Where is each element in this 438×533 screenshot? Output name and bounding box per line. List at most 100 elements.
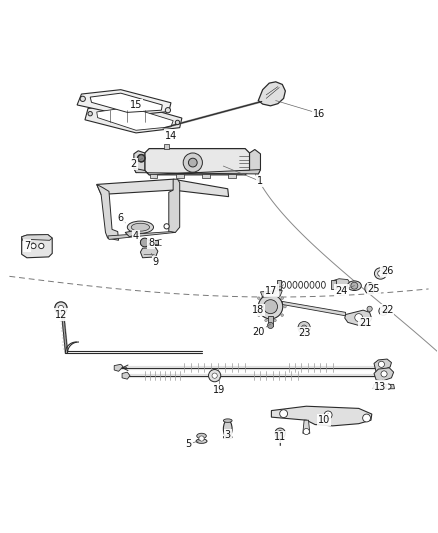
Polygon shape (97, 107, 173, 130)
Ellipse shape (141, 239, 149, 246)
Circle shape (265, 319, 267, 322)
Circle shape (164, 224, 169, 229)
Text: 2: 2 (131, 159, 137, 169)
Polygon shape (145, 149, 250, 175)
Polygon shape (21, 235, 52, 240)
Circle shape (212, 373, 217, 378)
Circle shape (377, 384, 382, 389)
Circle shape (58, 305, 64, 311)
Circle shape (199, 436, 204, 441)
Circle shape (281, 297, 283, 300)
Ellipse shape (127, 221, 153, 233)
Text: 10: 10 (318, 415, 330, 425)
Circle shape (363, 414, 371, 422)
Ellipse shape (223, 419, 232, 422)
Text: 1: 1 (258, 176, 264, 187)
Polygon shape (21, 235, 52, 258)
Ellipse shape (378, 271, 383, 276)
Ellipse shape (223, 435, 232, 439)
Circle shape (367, 306, 372, 311)
Polygon shape (97, 184, 119, 240)
Polygon shape (122, 372, 130, 379)
Text: 16: 16 (313, 109, 325, 119)
FancyBboxPatch shape (331, 280, 336, 289)
Polygon shape (345, 310, 372, 326)
Ellipse shape (347, 281, 361, 290)
Circle shape (183, 153, 202, 172)
Circle shape (268, 322, 274, 328)
Circle shape (378, 361, 385, 367)
Circle shape (301, 325, 307, 330)
Polygon shape (272, 406, 372, 426)
Circle shape (298, 321, 310, 334)
Polygon shape (164, 144, 169, 149)
FancyBboxPatch shape (268, 316, 273, 326)
Circle shape (31, 244, 36, 248)
Polygon shape (134, 151, 145, 173)
Text: 14: 14 (165, 131, 177, 141)
Circle shape (188, 158, 197, 167)
Polygon shape (125, 231, 138, 237)
Circle shape (258, 294, 283, 319)
Ellipse shape (196, 439, 207, 443)
Polygon shape (108, 231, 175, 239)
Circle shape (274, 319, 276, 322)
Text: 11: 11 (274, 432, 286, 442)
Text: 19: 19 (213, 385, 225, 394)
Circle shape (324, 411, 332, 419)
Polygon shape (114, 364, 123, 372)
Ellipse shape (374, 268, 387, 279)
Ellipse shape (131, 223, 150, 231)
Text: 24: 24 (335, 286, 347, 295)
Circle shape (284, 305, 286, 308)
Polygon shape (97, 179, 229, 197)
Circle shape (379, 306, 388, 316)
Text: 8: 8 (148, 238, 154, 248)
Text: 6: 6 (118, 214, 124, 223)
Circle shape (355, 313, 363, 321)
Text: 13: 13 (374, 382, 387, 392)
Circle shape (280, 410, 288, 417)
Circle shape (278, 431, 283, 436)
Ellipse shape (367, 286, 372, 291)
Text: 4: 4 (133, 231, 139, 241)
FancyBboxPatch shape (150, 174, 157, 178)
Text: 7: 7 (24, 240, 30, 251)
FancyBboxPatch shape (277, 280, 282, 289)
Text: 23: 23 (298, 328, 311, 338)
Circle shape (39, 244, 44, 248)
Polygon shape (283, 302, 346, 316)
Circle shape (80, 96, 85, 101)
Circle shape (274, 292, 276, 294)
Ellipse shape (365, 282, 374, 294)
Text: 18: 18 (252, 305, 265, 315)
Text: 22: 22 (381, 305, 393, 315)
Polygon shape (261, 290, 283, 297)
Circle shape (386, 384, 391, 389)
Circle shape (303, 429, 309, 434)
Ellipse shape (223, 420, 232, 438)
Circle shape (138, 155, 145, 161)
FancyBboxPatch shape (146, 240, 158, 245)
Text: 25: 25 (368, 284, 380, 294)
Polygon shape (169, 179, 180, 232)
Circle shape (88, 111, 92, 116)
Circle shape (275, 428, 286, 439)
Circle shape (265, 292, 267, 294)
Polygon shape (141, 248, 158, 258)
Polygon shape (258, 82, 286, 106)
Text: 12: 12 (55, 310, 67, 319)
Text: 3: 3 (225, 430, 231, 440)
Polygon shape (250, 149, 261, 174)
Text: 21: 21 (359, 318, 371, 328)
Polygon shape (374, 368, 394, 381)
FancyBboxPatch shape (176, 174, 184, 178)
Circle shape (255, 305, 258, 308)
Polygon shape (332, 279, 350, 288)
Polygon shape (134, 168, 261, 175)
Circle shape (351, 282, 358, 289)
Text: 17: 17 (265, 286, 278, 295)
Circle shape (141, 238, 149, 247)
Polygon shape (85, 103, 182, 133)
Text: 5: 5 (185, 439, 191, 449)
